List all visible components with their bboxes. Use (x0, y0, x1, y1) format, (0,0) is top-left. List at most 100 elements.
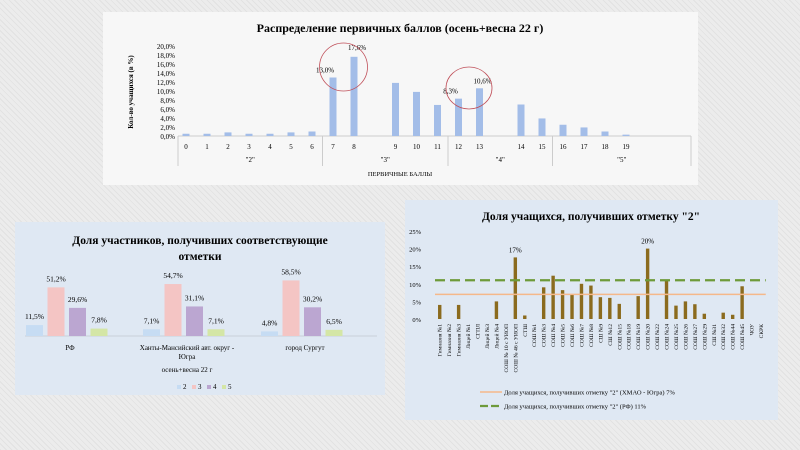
legend-label: 5 (228, 383, 232, 391)
data-label: 58,5% (281, 267, 300, 276)
chart-title: Доля участников, получивших соответствую… (72, 235, 327, 247)
legend-swatch (177, 385, 181, 389)
y-tick-label: 14,0% (157, 70, 175, 78)
legend-swatch (207, 385, 211, 389)
bar (702, 313, 707, 319)
bar (674, 305, 678, 319)
bar (560, 290, 565, 319)
x-tick-label: СОШ №6 (570, 324, 576, 347)
bar (730, 314, 735, 319)
x-tick-label: СГПЛ (476, 324, 482, 339)
bar (266, 133, 274, 136)
x-tick-label: СОШ №5 (561, 324, 567, 347)
bar (287, 132, 295, 136)
legend-swatch (192, 385, 196, 389)
data-label: 7,8% (91, 316, 107, 325)
x-tick-label: СОШ № 10 с УИОП (504, 324, 510, 373)
x-tick-label: Гимназия №3 (457, 324, 463, 357)
y-tick-label: 0% (412, 317, 421, 324)
category-label: Югра (179, 353, 197, 361)
bar (350, 56, 358, 136)
x-tick-label: ЧОУ (750, 324, 756, 335)
category-label: Ханты-Мансийский авт. округ - (140, 344, 235, 352)
legend-label: Доля учащихся, получивших отметку "2" (Р… (504, 404, 647, 411)
data-label: 8,3% (443, 88, 458, 96)
y-tick-label: 20,0% (157, 43, 175, 51)
bar (476, 88, 483, 136)
chart-title: отметки (178, 251, 221, 263)
y-tick-label: 25% (409, 229, 422, 236)
group-label: "4" (496, 156, 505, 164)
x-tick-label: СОШ №44 (731, 324, 737, 350)
x-tick-label: 7 (331, 143, 335, 151)
grade2-share-chart: Доля учащихся, получивших отметку "2" 0% 5… (405, 200, 778, 420)
highlight-circle (319, 42, 368, 92)
y-tick-label: 2,0% (160, 124, 175, 132)
x-axis-label: осень+весна 22 г (162, 366, 213, 374)
bar (245, 133, 253, 136)
x-tick-label: Гимназия №2 (447, 324, 453, 357)
data-label: 6,5% (326, 317, 342, 326)
x-tick-label: 14 (518, 143, 526, 151)
bar (683, 301, 688, 319)
chart-title: Доля учащихся, получивших отметку "2" (482, 211, 700, 223)
x-tick-label: СОШ №32 (721, 324, 727, 350)
x-tick-label: 17 (581, 143, 589, 151)
bar (636, 296, 640, 319)
y-axis-label: Кол-во учащихся (в %) (127, 55, 135, 129)
legend-label: 3 (198, 383, 202, 391)
x-tick-label: 5 (289, 143, 293, 151)
group-label: "3" (381, 156, 390, 164)
x-tick-label: СШ №9 (598, 324, 604, 343)
y-tick-label: 10% (409, 282, 422, 289)
bar (517, 104, 525, 136)
y-tick-label: 0,0% (160, 133, 175, 141)
legend-label: 2 (183, 383, 187, 391)
bar (164, 284, 182, 336)
x-tick-label: 1 (205, 143, 209, 151)
y-tick-label: 8,0% (160, 97, 175, 105)
y-tick-label: 10,0% (157, 88, 175, 96)
y-tick-label: 5% (412, 299, 421, 306)
x-tick-label: 19 (623, 143, 631, 151)
bar (224, 132, 232, 136)
bar (645, 248, 650, 319)
x-tick-label: СОШ №45 (740, 324, 746, 350)
bar (455, 98, 462, 136)
y-tick-label: 20% (409, 247, 422, 254)
x-tick-label: 18 (602, 143, 610, 151)
bar (664, 280, 669, 319)
x-tick-label: СОШ №4 (551, 324, 557, 347)
bar (579, 283, 584, 319)
bar (438, 304, 442, 319)
x-tick-label: СОШ №22 (655, 324, 661, 350)
bar (608, 297, 612, 319)
data-label: 7,1% (144, 316, 160, 325)
x-tick-label: 16 (560, 143, 568, 151)
x-tick-label: 2 (226, 143, 230, 151)
y-tick-label: 6,0% (160, 106, 175, 114)
y-tick-label: 4,0% (160, 115, 175, 123)
bar (617, 303, 621, 319)
bar (329, 77, 337, 136)
bar (47, 287, 65, 336)
bar (740, 286, 744, 319)
data-label: 20% (641, 238, 654, 246)
x-tick-label: 13 (476, 143, 484, 151)
bar (143, 329, 160, 336)
bar (304, 307, 321, 336)
x-tick-label: 8 (352, 143, 356, 151)
chart-title: Распределение первичных баллов (осень+ве… (257, 21, 544, 35)
group-label: "2" (246, 156, 255, 164)
bar (434, 104, 441, 136)
score-distribution-chart: Распределение первичных баллов (осень+ве… (103, 12, 698, 185)
bar (551, 275, 555, 319)
bar (182, 133, 190, 136)
bar (538, 118, 546, 136)
x-tick-label: СОШ № 46 с УИОП (513, 324, 519, 373)
x-tick-label: СОШ №15 (617, 324, 623, 350)
data-label: 51,2% (46, 274, 65, 283)
bar (282, 280, 300, 336)
x-tick-label: СШ №12 (608, 324, 614, 346)
bar (541, 287, 546, 319)
